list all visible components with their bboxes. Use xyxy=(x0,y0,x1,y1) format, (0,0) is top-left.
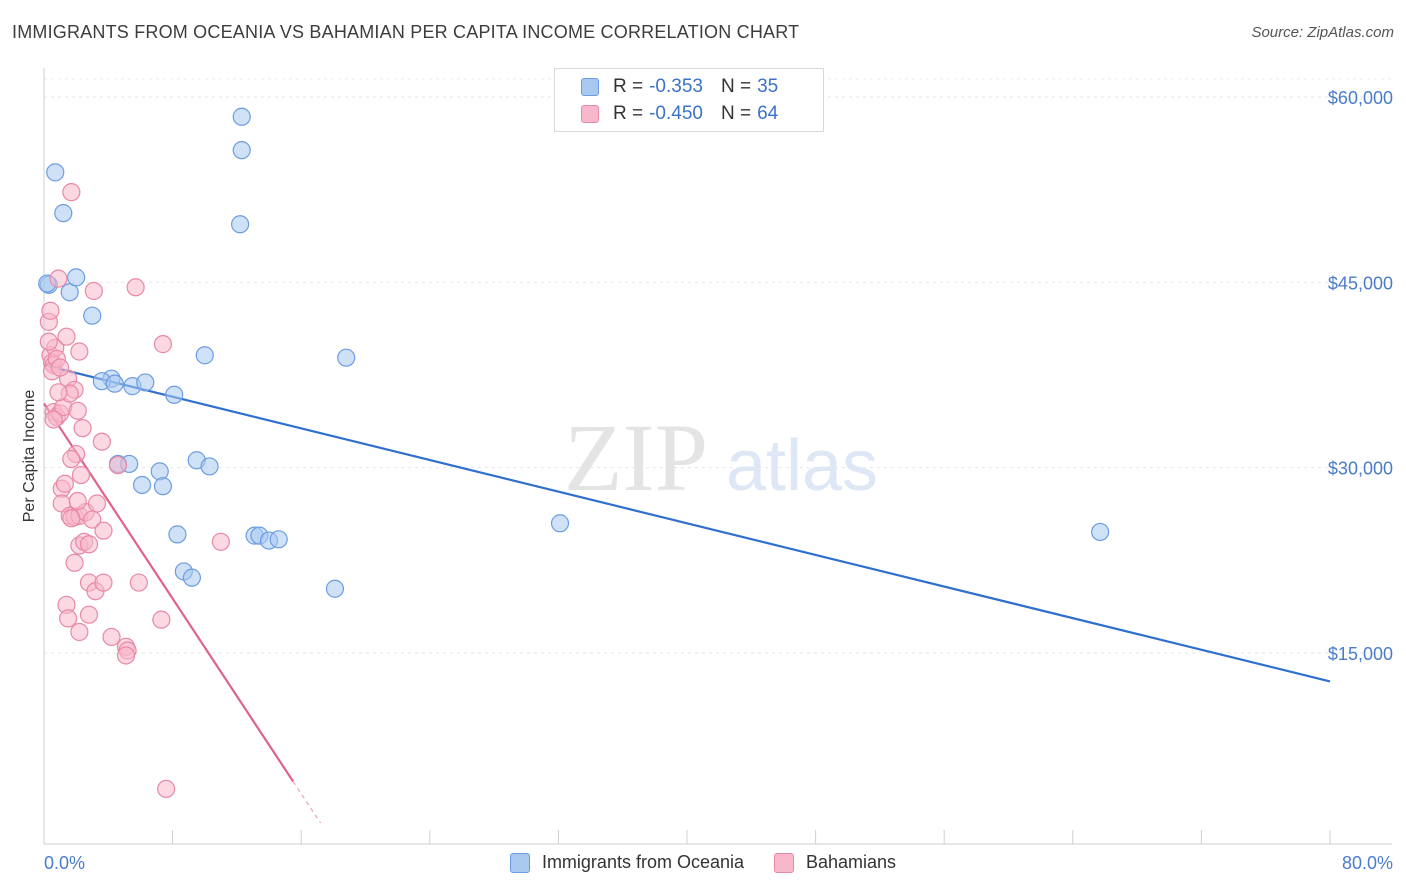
trend-extension-1 xyxy=(292,781,321,824)
y-tick-label: $30,000 xyxy=(1328,459,1393,479)
legend-item-oceania[interactable]: Immigrants from Oceania xyxy=(509,852,744,873)
legend-label-oceania: Immigrants from Oceania xyxy=(541,852,744,872)
watermark-zip: ZIP xyxy=(564,404,708,511)
point-bahamians xyxy=(79,605,99,624)
point-bahamians xyxy=(79,535,99,554)
y-tick-label: $45,000 xyxy=(1328,273,1393,293)
point-bahamians xyxy=(70,342,89,361)
point-bahamians xyxy=(153,335,173,354)
point-oceania xyxy=(165,385,184,404)
point-bahamians xyxy=(49,269,68,288)
point-bahamians xyxy=(49,383,68,402)
point-oceania xyxy=(550,514,570,533)
legend-n-label: N = xyxy=(720,76,752,97)
point-oceania xyxy=(1091,522,1110,542)
y-tick-label: $15,000 xyxy=(1328,644,1393,664)
chart-title: IMMIGRANTS FROM OCEANIA VS BAHAMIAN PER … xyxy=(12,22,800,42)
axis-labels: $15,000 $30,000 $45,000 $60,000 0.0% 80.0% Per… xyxy=(21,88,1393,873)
legend-n-value: 64 xyxy=(757,103,779,124)
legend-r-value: -0.353 xyxy=(649,76,703,97)
point-oceania xyxy=(232,107,251,126)
legend-swatch-bahamians xyxy=(581,105,599,123)
point-oceania xyxy=(168,525,187,544)
point-oceania xyxy=(325,579,345,598)
point-oceania xyxy=(105,374,124,393)
trend-line-1 xyxy=(43,402,295,783)
legend-r-label: R = xyxy=(613,103,644,124)
point-bahamians xyxy=(108,456,128,475)
point-oceania xyxy=(231,215,250,234)
point-oceania xyxy=(150,462,169,481)
x-tick-label-max: 80.0% xyxy=(1342,853,1393,873)
legend-item-bahamians[interactable]: Bahamians xyxy=(774,852,896,873)
point-bahamians xyxy=(41,301,60,320)
point-oceania xyxy=(132,475,152,495)
legend-row-oceania: R = -0.353 N = 35 xyxy=(581,74,778,100)
point-bahamians xyxy=(68,491,87,511)
point-bahamians xyxy=(129,573,148,592)
trend-line-0 xyxy=(43,364,1331,683)
x-tick-label-min: 0.0% xyxy=(44,853,85,873)
legend-label-bahamians: Bahamians xyxy=(806,852,897,872)
point-bahamians xyxy=(44,410,63,429)
point-bahamians xyxy=(152,610,171,629)
point-bahamians xyxy=(55,474,74,493)
point-bahamians xyxy=(92,432,111,451)
legend-r-label: R = xyxy=(613,76,644,97)
point-oceania xyxy=(46,163,65,182)
point-oceania xyxy=(182,568,201,587)
point-oceania xyxy=(136,373,155,392)
point-oceania xyxy=(232,141,251,160)
point-bahamians xyxy=(87,494,107,513)
point-bahamians xyxy=(211,532,230,551)
legend-n-label: N = xyxy=(720,103,752,124)
legend-swatch-oceania xyxy=(581,78,599,96)
legend-n-value: 35 xyxy=(757,76,779,97)
point-oceania xyxy=(54,204,73,223)
stats-legend: R = -0.353 N = 35 R = -0.450 N = 64 xyxy=(554,68,824,132)
point-bahamians xyxy=(94,521,113,540)
y-tick-label: $60,000 xyxy=(1328,88,1393,108)
y-axis-label: Per Capita Income xyxy=(21,390,38,523)
point-oceania xyxy=(337,348,356,367)
point-bahamians xyxy=(71,465,91,485)
data-points xyxy=(38,107,1110,799)
series-legend: Immigrants from Oceania Bahamians xyxy=(0,852,1406,873)
legend-swatch-bahamians xyxy=(774,852,794,873)
point-bahamians xyxy=(157,779,176,799)
legend-swatch-oceania xyxy=(509,852,530,873)
legend-row-bahamians: R = -0.450 N = 64 xyxy=(581,101,778,127)
point-bahamians xyxy=(102,627,121,647)
source-credit: Source: ZipAtlas.com xyxy=(1251,24,1394,41)
point-bahamians xyxy=(39,332,58,351)
grid-lines xyxy=(44,78,1392,654)
point-oceania xyxy=(200,457,219,476)
point-bahamians xyxy=(68,401,87,420)
point-bahamians xyxy=(70,622,89,642)
point-bahamians xyxy=(62,449,81,469)
point-bahamians xyxy=(62,509,81,528)
point-bahamians xyxy=(57,327,76,346)
point-oceania xyxy=(195,346,214,365)
legend-r-value: -0.450 xyxy=(649,103,703,124)
point-bahamians xyxy=(116,646,136,665)
point-bahamians xyxy=(126,278,145,297)
point-oceania xyxy=(67,268,86,287)
trend-lines xyxy=(43,364,1331,824)
point-bahamians xyxy=(50,358,70,377)
point-bahamians xyxy=(73,419,92,438)
point-oceania xyxy=(83,306,102,325)
point-bahamians xyxy=(84,281,103,301)
point-bahamians xyxy=(65,553,84,572)
axes xyxy=(43,68,1392,845)
point-oceania xyxy=(153,477,173,496)
point-oceania xyxy=(269,530,288,549)
watermark-atlas: atlas xyxy=(726,426,878,506)
point-bahamians xyxy=(62,183,81,202)
point-bahamians xyxy=(59,609,78,628)
point-bahamians xyxy=(94,573,113,592)
